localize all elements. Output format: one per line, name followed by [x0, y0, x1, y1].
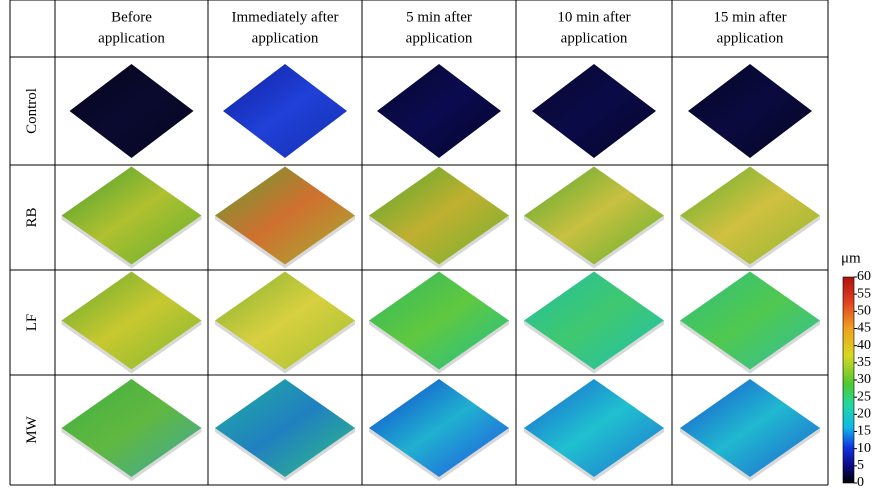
- column-header: 5 min after: [406, 9, 472, 25]
- column-header: application: [252, 30, 319, 46]
- column-header: Before: [111, 9, 152, 25]
- surface-image: [680, 272, 820, 370]
- row-label: LF: [24, 314, 40, 332]
- figure: Before application Immediately after applic…: [0, 0, 877, 488]
- colorbar-tick-label: 15: [857, 424, 871, 439]
- colorbar-tick-label: 30: [857, 372, 871, 387]
- row-label: RB: [24, 207, 40, 227]
- surface-image: [524, 167, 664, 265]
- colorbar-tick-label: 60: [857, 269, 871, 284]
- surface-image: [223, 64, 347, 158]
- surface-image: [70, 64, 194, 158]
- surface-image: [369, 272, 509, 370]
- surface-image: [524, 272, 664, 370]
- colorbar-tick-label: 0: [857, 475, 864, 488]
- surface-image: [215, 167, 355, 265]
- row-label: Control: [24, 88, 40, 134]
- column-header: application: [406, 30, 473, 46]
- surface-image: [369, 167, 509, 265]
- surface-image: [680, 167, 820, 265]
- colorbar: [843, 277, 854, 483]
- row-label: MW: [24, 415, 40, 443]
- surface-image: [680, 379, 820, 477]
- colorbar-tick-label: 10: [857, 441, 871, 456]
- column-header: 10 min after: [557, 9, 630, 25]
- surface-image: [62, 167, 202, 265]
- surface-image: [524, 379, 664, 477]
- surface-image: [369, 379, 509, 477]
- column-header: Immediately after: [231, 9, 338, 25]
- colorbar-unit: μm: [841, 250, 861, 266]
- colorbar-tick-label: 5: [857, 458, 864, 473]
- column-header: 15 min after: [713, 9, 786, 25]
- column-header: application: [98, 30, 165, 46]
- surface-image: [377, 64, 501, 158]
- colorbar-tick-label: 40: [857, 338, 871, 353]
- column-header: application: [717, 30, 784, 46]
- colorbar-tick-label: 20: [857, 407, 871, 422]
- colorbar-tick-label: 50: [857, 304, 871, 319]
- column-header: application: [561, 30, 628, 46]
- colorbar-tick-label: 55: [857, 286, 871, 301]
- surface-image: [532, 64, 656, 158]
- colorbar-tick-label: 45: [857, 321, 871, 336]
- surface-image: [215, 272, 355, 370]
- colorbar-tick-label: 35: [857, 355, 871, 370]
- colorbar-tick-label: 25: [857, 389, 871, 404]
- surface-image: [62, 379, 202, 477]
- surface-image: [215, 379, 355, 477]
- surface-image: [688, 64, 812, 158]
- surface-image: [62, 272, 202, 370]
